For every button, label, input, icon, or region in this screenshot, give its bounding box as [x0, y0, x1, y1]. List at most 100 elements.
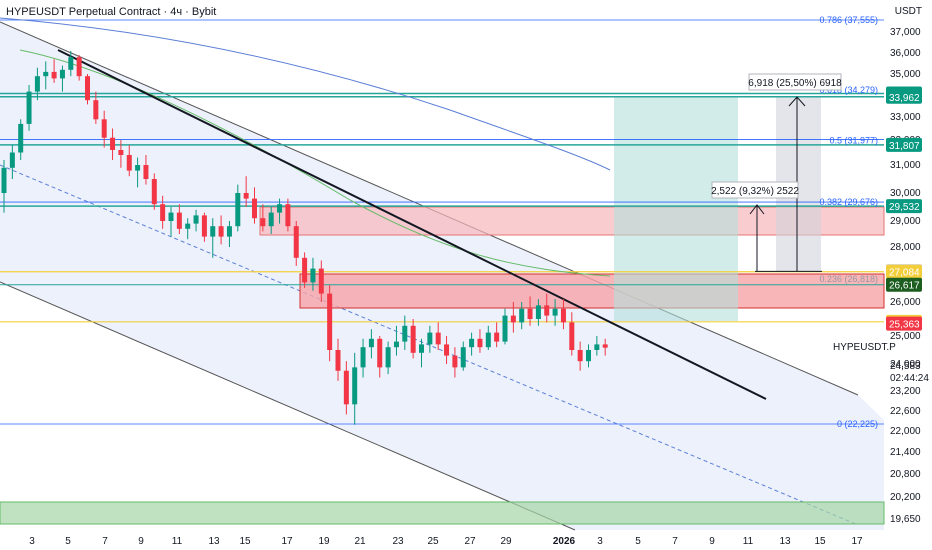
- x-tick-label[interactable]: 21: [354, 536, 366, 547]
- candle-body: [277, 204, 283, 213]
- candle-body: [310, 268, 316, 283]
- candle-body: [377, 338, 383, 368]
- fib-label: 0.618 (34,279): [819, 85, 878, 95]
- candle-body: [335, 350, 341, 371]
- candle-body: [569, 322, 575, 350]
- symbol-label: HYPEUSDT.P: [833, 342, 896, 353]
- measure-long-box: [748, 73, 842, 91]
- candle-body: [302, 257, 308, 283]
- time-axis[interactable]: 3 5 7 9 11 13 15 17 19 21 23 25 27 29 2026 3 5 7 9 11 13 15 17: [29, 536, 863, 547]
- candle-body: [452, 355, 458, 368]
- candle-body: [343, 370, 349, 405]
- x-tick-label[interactable]: 5: [65, 536, 71, 547]
- y-tick-label[interactable]: 35,000: [890, 69, 921, 80]
- candle-body: [510, 315, 516, 323]
- candle-body: [143, 165, 149, 179]
- candle-body: [410, 325, 416, 353]
- x-tick-label[interactable]: 17: [851, 536, 863, 547]
- x-tick-label[interactable]: 2026: [553, 536, 576, 547]
- x-tick-label[interactable]: 3: [29, 536, 35, 547]
- support-zone: [0, 501, 885, 525]
- candle-body: [243, 193, 249, 199]
- candle-body: [218, 226, 224, 237]
- candle-body: [485, 332, 491, 348]
- candle-body: [226, 226, 232, 237]
- price-tag-box: [886, 199, 922, 214]
- price-tag-label: 25,363: [889, 320, 920, 331]
- candle-body: [385, 347, 391, 368]
- y-tick-label[interactable]: 33,000: [890, 112, 921, 123]
- candle-body: [176, 212, 182, 229]
- channel-mid-line: [0, 164, 859, 526]
- candle-body: [85, 76, 90, 101]
- price-tag-box: [886, 137, 922, 152]
- currency-label: USDT: [894, 6, 922, 17]
- x-tick-label[interactable]: 25: [427, 536, 439, 547]
- x-tick-label[interactable]: 11: [743, 536, 754, 547]
- candle-body: [268, 212, 274, 227]
- y-tick-label[interactable]: 20,200: [890, 492, 921, 503]
- x-tick-label[interactable]: 5: [635, 536, 641, 547]
- y-tick-label[interactable]: 24,000: [890, 359, 921, 370]
- candle-body: [76, 57, 82, 77]
- candle-body: [9, 152, 15, 168]
- last-price-label: 24,583: [890, 361, 921, 372]
- chart-zones: [0, 21, 885, 531]
- y-tick-label[interactable]: 30,000: [890, 188, 921, 199]
- x-tick-label[interactable]: 13: [779, 536, 791, 547]
- candle-body: [101, 119, 107, 138]
- candle-body: [201, 215, 207, 237]
- chart-lines: 0.786 (37,555) 0.618 (34,279) 0.5 (31,977)…: [0, 15, 884, 429]
- candle-body: [43, 71, 49, 77]
- candle-body: [68, 57, 74, 70]
- candle-body: [535, 305, 541, 319]
- y-tick-label[interactable]: 23,200: [890, 386, 921, 397]
- candle-body: [160, 204, 166, 221]
- y-tick-label[interactable]: 31,000: [890, 160, 921, 171]
- y-tick-label[interactable]: 28,000: [890, 242, 921, 253]
- x-tick-label[interactable]: 29: [500, 536, 512, 547]
- price-tags: 34,11433,96231,80729,53227,09727,08426,6…: [833, 86, 929, 384]
- y-tick-label[interactable]: 22,600: [890, 406, 921, 417]
- x-tick-label[interactable]: 15: [814, 536, 826, 547]
- candle-body: [327, 293, 333, 350]
- x-tick-label[interactable]: 3: [597, 536, 603, 547]
- candle-body: [252, 198, 257, 219]
- x-tick-label[interactable]: 15: [239, 536, 251, 547]
- fib-label: 0 (22,225): [837, 419, 878, 429]
- y-tick-label[interactable]: 21,400: [890, 447, 921, 458]
- fib-label: 0.382 (29,676): [819, 197, 878, 207]
- y-tick-label[interactable]: 37,000: [890, 27, 921, 38]
- x-tick-label[interactable]: 7: [672, 536, 678, 547]
- candle-body: [352, 367, 358, 405]
- resistance-zone-lower: [299, 273, 885, 309]
- x-tick-label[interactable]: 23: [392, 536, 404, 547]
- y-tick-label[interactable]: 19,650: [890, 514, 921, 525]
- candle-body: [602, 344, 608, 348]
- y-tick-label[interactable]: 22,000: [890, 426, 921, 437]
- candle-body: [34, 76, 40, 92]
- candle-body: [93, 100, 99, 120]
- y-tick-label[interactable]: 36,000: [890, 48, 921, 59]
- candle-body: [502, 315, 508, 342]
- price-tag-label: 29,532: [889, 202, 920, 213]
- x-tick-label[interactable]: 9: [709, 536, 715, 547]
- price-tag-box: [886, 89, 922, 104]
- x-tick-label[interactable]: 13: [208, 536, 220, 547]
- y-tick-label[interactable]: 25,000: [890, 331, 921, 342]
- x-tick-label[interactable]: 27: [464, 536, 476, 547]
- x-tick-label[interactable]: 9: [138, 536, 144, 547]
- candle-body: [126, 155, 132, 171]
- channel-lower-line: [0, 281, 576, 531]
- y-tick-label[interactable]: 29,000: [890, 216, 921, 227]
- y-tick-label[interactable]: 26,000: [890, 297, 921, 308]
- candles: [1, 50, 608, 425]
- y-tick-label[interactable]: 20,800: [890, 469, 921, 480]
- candle-body: [168, 212, 174, 221]
- x-tick-label[interactable]: 7: [102, 536, 108, 547]
- x-tick-label[interactable]: 11: [172, 536, 183, 547]
- x-tick-label[interactable]: 19: [318, 536, 330, 547]
- candle-body: [444, 344, 450, 356]
- x-tick-label[interactable]: 17: [281, 536, 293, 547]
